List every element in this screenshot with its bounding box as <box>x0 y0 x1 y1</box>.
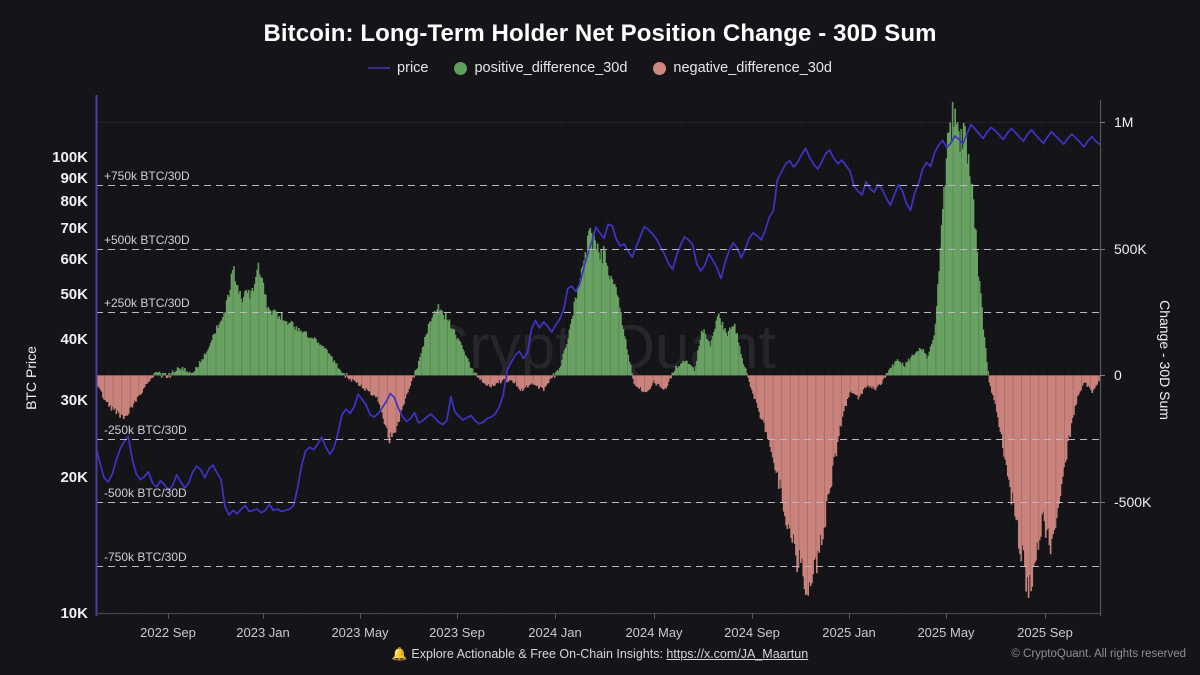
legend-item-negative-difference[interactable]: negative_difference_30d <box>653 60 832 76</box>
right-axis-tick-3: -500K <box>1114 494 1152 510</box>
left-axis-tick-0: 100K <box>52 149 88 166</box>
right-axis-tick-0: 1M <box>1114 114 1133 130</box>
positive-dot-swatch-icon <box>454 61 468 75</box>
price-line-swatch-icon <box>368 67 391 69</box>
x-axis-tick-3: 2023 Sep <box>429 625 485 640</box>
price-line <box>96 123 1100 516</box>
left-axis-tick-3: 70K <box>60 220 88 237</box>
footer-promo: 🔔 Explore Actionable & Free On-Chain Insi… <box>0 647 1200 662</box>
left-axis-tick-1: 90K <box>60 170 88 187</box>
left-axis-tick-2: 80K <box>60 193 88 210</box>
x-axis-tick-7: 2025 Jan <box>822 625 876 640</box>
x-axis-tick-0: 2022 Sep <box>140 625 196 640</box>
chart-legend: price positive_difference_30d negative_d… <box>0 60 1200 76</box>
x-axis-tick-8: 2025 May <box>917 625 975 640</box>
price-line-group <box>96 123 1100 516</box>
bell-icon: 🔔 <box>391 647 408 661</box>
left-axis-ticks: 100K 90K 80K 70K 60K 50K 40K 30K 20K 10K <box>52 149 88 622</box>
reference-line-label-0: +750k BTC/30D <box>104 169 190 183</box>
footer-copyright: © CryptoQuant. All rights reserved <box>1011 648 1186 660</box>
bar-separators <box>96 100 1100 613</box>
right-axis-tick-1: 500K <box>1114 241 1147 257</box>
bars-group <box>96 100 1100 613</box>
legend-label-negative-difference: negative_difference_30d <box>673 60 832 76</box>
left-axis-tick-7: 30K <box>60 392 88 409</box>
negative-dot-swatch-icon <box>653 61 667 75</box>
left-axis-title: BTC Price <box>23 346 39 410</box>
x-axis-tick-2: 2023 May <box>331 625 389 640</box>
legend-item-price[interactable]: price <box>368 60 428 76</box>
legend-label-positive-difference: positive_difference_30d <box>474 60 628 76</box>
right-axis-ticks: 1M 500K 0 -500K <box>1100 114 1152 510</box>
x-axis-ticks: 2022 Sep 2023 Jan 2023 May 2023 Sep 2024 Jan… <box>140 613 1073 640</box>
x-axis-tick-6: 2024 Sep <box>724 625 780 640</box>
legend-label-price: price <box>397 60 429 76</box>
reference-line-label-2: +250k BTC/30D <box>104 296 190 310</box>
reference-line-label-4: -500k BTC/30D <box>104 486 187 500</box>
right-axis-tick-2: 0 <box>1114 367 1122 383</box>
left-axis-tick-5: 50K <box>60 286 88 303</box>
x-axis-tick-9: 2025 Sep <box>1017 625 1073 640</box>
right-axis-title: Change - 30D Sum <box>1157 300 1173 420</box>
footer: 🔔 Explore Actionable & Free On-Chain Insi… <box>0 647 1200 669</box>
reference-lines-group: +750k BTC/30D +500k BTC/30D +250k BTC/30D -… <box>96 169 1100 568</box>
x-axis-tick-4: 2024 Jan <box>528 625 582 640</box>
legend-item-positive-difference[interactable]: positive_difference_30d <box>454 60 627 76</box>
left-axis-tick-6: 40K <box>60 331 88 348</box>
left-axis-tick-9: 10K <box>60 605 88 622</box>
reference-line-label-1: +500k BTC/30D <box>104 233 190 247</box>
footer-promo-link[interactable]: https://x.com/JA_Maartun <box>666 647 809 661</box>
left-axis-tick-4: 60K <box>60 251 88 268</box>
x-axis-tick-1: 2023 Jan <box>236 625 290 640</box>
footer-promo-text: Explore Actionable & Free On-Chain Insig… <box>411 647 663 661</box>
reference-line-label-3: -250k BTC/30D <box>104 423 187 437</box>
positive-difference-bars <box>153 101 990 376</box>
negative-difference-bars <box>96 375 1100 598</box>
x-axis-tick-5: 2024 May <box>625 625 683 640</box>
left-axis-tick-8: 20K <box>60 469 88 486</box>
reference-line-label-5: -750k BTC/30D <box>104 550 187 564</box>
page-title: Bitcoin: Long-Term Holder Net Position C… <box>263 20 937 47</box>
